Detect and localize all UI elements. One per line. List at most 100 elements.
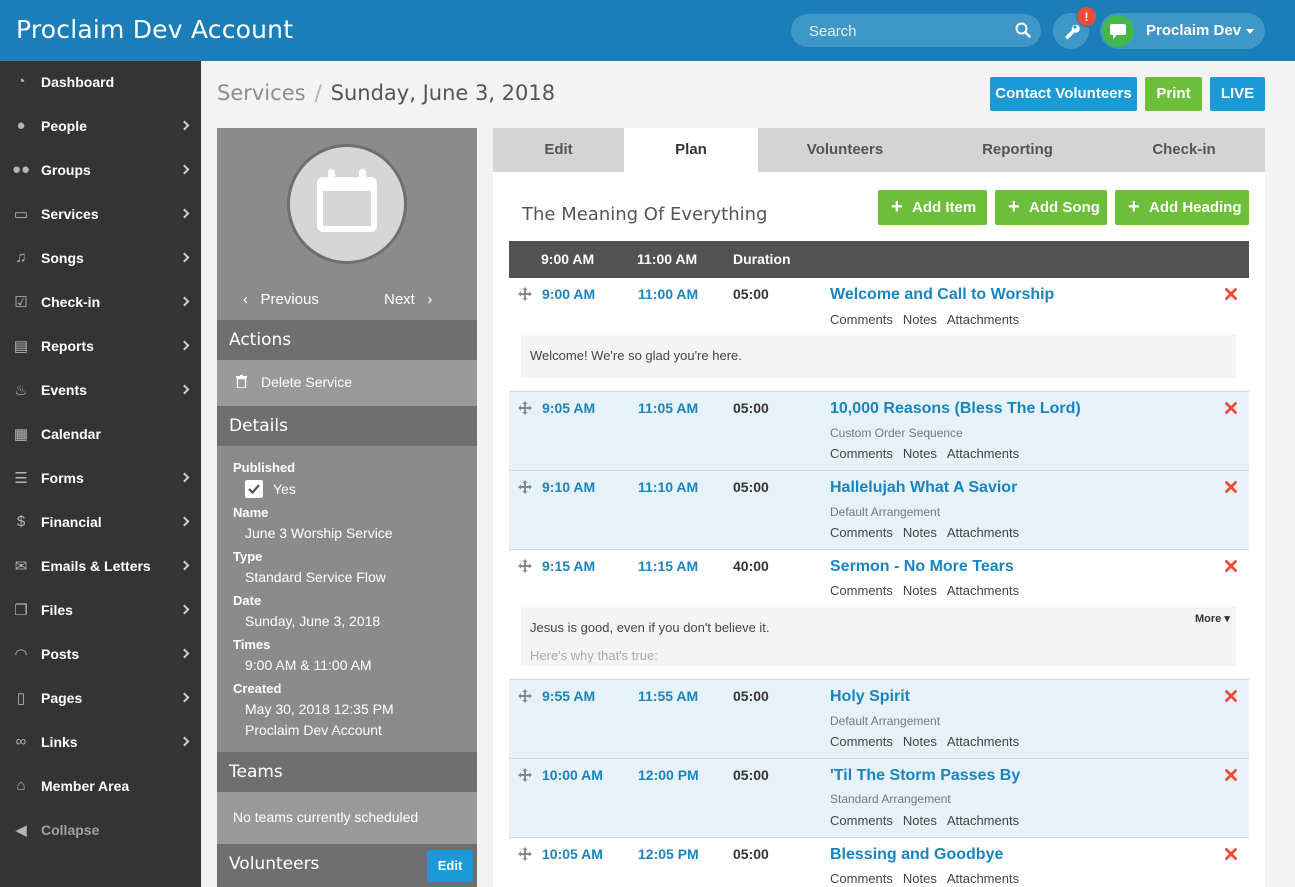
sidebar-item-emails-letters[interactable]: ✉ Emails & Letters — [0, 545, 201, 589]
sidebar-item-services[interactable]: ▭ Services — [0, 193, 201, 237]
drag-handle-icon[interactable] — [518, 401, 532, 415]
tab-plan[interactable]: Plan — [624, 128, 758, 172]
item-time-1[interactable]: 10:05 AM — [542, 846, 603, 862]
tab-reporting[interactable]: Reporting — [982, 141, 1053, 158]
delete-x-icon[interactable] — [1225, 848, 1237, 860]
item-time-1[interactable]: 9:55 AM — [542, 688, 596, 704]
notes-link[interactable]: Notes — [902, 871, 937, 886]
plan-item-row[interactable]: 9:55 AM 11:55 AM 05:00 Holy Spirit Defau… — [509, 680, 1249, 759]
sidebar-item-groups[interactable]: ●● Groups — [0, 149, 201, 193]
breadcrumb-services-link[interactable]: Services — [217, 81, 306, 105]
notes-link[interactable]: Notes — [902, 813, 937, 828]
item-duration[interactable]: 05:00 — [733, 479, 769, 495]
notes-link[interactable]: Notes — [902, 583, 937, 598]
plan-item-row[interactable]: 9:05 AM 11:05 AM 05:00 10,000 Reasons (B… — [509, 392, 1249, 471]
attachments-link[interactable]: Attachments — [946, 871, 1020, 886]
delete-x-icon[interactable] — [1225, 288, 1237, 300]
delete-x-icon[interactable] — [1225, 690, 1237, 702]
item-time-2[interactable]: 11:00 AM — [638, 286, 699, 302]
item-duration[interactable]: 05:00 — [733, 400, 769, 416]
item-time-2[interactable]: 11:55 AM — [638, 688, 699, 704]
comments-link[interactable]: Comments — [830, 583, 893, 598]
item-duration[interactable]: 05:00 — [733, 846, 769, 862]
sidebar-item-pages[interactable]: ▯ Pages — [0, 677, 201, 721]
item-title[interactable]: Holy Spirit — [830, 688, 911, 705]
item-time-2[interactable]: 12:00 PM — [638, 767, 699, 783]
next-link[interactable]: Next › — [384, 291, 433, 308]
drag-handle-icon[interactable] — [518, 559, 532, 573]
tab-edit[interactable]: Edit — [544, 141, 573, 158]
add-song-button[interactable]: + Add Song — [995, 190, 1107, 225]
item-duration[interactable]: 40:00 — [733, 558, 769, 574]
sidebar-item-files[interactable]: ❐ Files — [0, 589, 201, 633]
attachments-link[interactable]: Attachments — [946, 525, 1020, 540]
search-input[interactable] — [809, 21, 1009, 41]
tab-volunteers[interactable]: Volunteers — [806, 141, 884, 158]
notes-link[interactable]: Notes — [902, 446, 937, 461]
item-duration[interactable]: 05:00 — [733, 286, 769, 302]
item-time-1[interactable]: 9:00 AM — [542, 286, 596, 302]
alert-badge[interactable]: ! — [1076, 6, 1097, 27]
user-menu-button[interactable]: Proclaim Dev — [1100, 13, 1265, 49]
attachments-link[interactable]: Attachments — [946, 813, 1020, 828]
delete-x-icon[interactable] — [1225, 402, 1237, 414]
search-box[interactable] — [791, 14, 1041, 47]
published-checkbox[interactable] — [245, 480, 263, 498]
app-title[interactable]: Proclaim Dev Account — [16, 15, 294, 44]
notes-link[interactable]: Notes — [902, 525, 937, 540]
item-duration[interactable]: 05:00 — [733, 767, 769, 783]
sidebar-item-people[interactable]: ● People — [0, 105, 201, 149]
delete-x-icon[interactable] — [1225, 769, 1237, 781]
item-time-1[interactable]: 9:05 AM — [542, 400, 596, 416]
item-time-2[interactable]: 12:05 PM — [638, 846, 699, 862]
item-title[interactable]: 'Til The Storm Passes By — [830, 767, 1021, 784]
notes-link[interactable]: Notes — [902, 312, 937, 327]
comments-link[interactable]: Comments — [830, 734, 893, 749]
search-icon[interactable] — [1015, 22, 1031, 38]
sidebar-collapse[interactable]: ◀ Collapse — [0, 809, 201, 853]
item-time-1[interactable]: 9:10 AM — [542, 479, 596, 495]
drag-handle-icon[interactable] — [518, 768, 532, 782]
drag-handle-icon[interactable] — [518, 689, 532, 703]
notes-link[interactable]: Notes — [902, 734, 937, 749]
comments-link[interactable]: Comments — [830, 813, 893, 828]
volunteers-edit-button[interactable]: Edit — [427, 850, 473, 882]
sidebar-item-member-area[interactable]: ⌂ Member Area — [0, 765, 201, 809]
attachments-link[interactable]: Attachments — [946, 583, 1020, 598]
plan-item-row[interactable]: 9:15 AM 11:15 AM 40:00 Sermon - No More … — [509, 550, 1249, 680]
add-heading-button[interactable]: + Add Heading — [1115, 190, 1249, 225]
previous-link[interactable]: ‹ Previous — [243, 291, 319, 308]
print-button[interactable]: Print — [1145, 77, 1202, 111]
contact-volunteers-button[interactable]: Contact Volunteers — [990, 77, 1137, 111]
attachments-link[interactable]: Attachments — [946, 312, 1020, 327]
sidebar-item-calendar[interactable]: ▦ Calendar — [0, 413, 201, 457]
plan-item-row[interactable]: 9:10 AM 11:10 AM 05:00 Hallelujah What A… — [509, 471, 1249, 550]
comments-link[interactable]: Comments — [830, 312, 893, 327]
item-title[interactable]: Sermon - No More Tears — [830, 558, 1014, 575]
item-time-2[interactable]: 11:15 AM — [638, 558, 699, 574]
add-item-button[interactable]: + Add Item — [878, 190, 987, 225]
delete-service-button[interactable]: Delete Service — [217, 360, 477, 406]
plan-item-row[interactable]: 9:00 AM 11:00 AM 05:00 Welcome and Call … — [509, 278, 1249, 392]
attachments-link[interactable]: Attachments — [946, 446, 1020, 461]
item-title[interactable]: 10,000 Reasons (Bless The Lord) — [830, 400, 1081, 417]
item-time-1[interactable]: 10:00 AM — [542, 767, 603, 783]
sidebar-item-financial[interactable]: $ Financial — [0, 501, 201, 545]
delete-x-icon[interactable] — [1225, 560, 1237, 572]
plan-item-row[interactable]: 10:00 AM 12:00 PM 05:00 'Til The Storm P… — [509, 759, 1249, 838]
item-time-2[interactable]: 11:05 AM — [638, 400, 699, 416]
drag-handle-icon[interactable] — [518, 847, 532, 861]
sidebar-item-check-in[interactable]: ☑ Check-in — [0, 281, 201, 325]
comments-link[interactable]: Comments — [830, 871, 893, 886]
live-button[interactable]: LIVE — [1210, 77, 1265, 111]
drag-handle-icon[interactable] — [518, 480, 532, 494]
sidebar-item-forms[interactable]: ☰ Forms — [0, 457, 201, 501]
item-time-1[interactable]: 9:15 AM — [542, 558, 596, 574]
item-title[interactable]: Hallelujah What A Savior — [830, 479, 1018, 496]
item-duration[interactable]: 05:00 — [733, 688, 769, 704]
item-title[interactable]: Welcome and Call to Worship — [830, 286, 1055, 303]
sidebar-item-reports[interactable]: ▤ Reports — [0, 325, 201, 369]
sidebar-item-songs[interactable]: ♫ Songs — [0, 237, 201, 281]
item-title[interactable]: Blessing and Goodbye — [830, 846, 1004, 863]
more-dropdown[interactable]: More ▾ — [1195, 613, 1230, 625]
